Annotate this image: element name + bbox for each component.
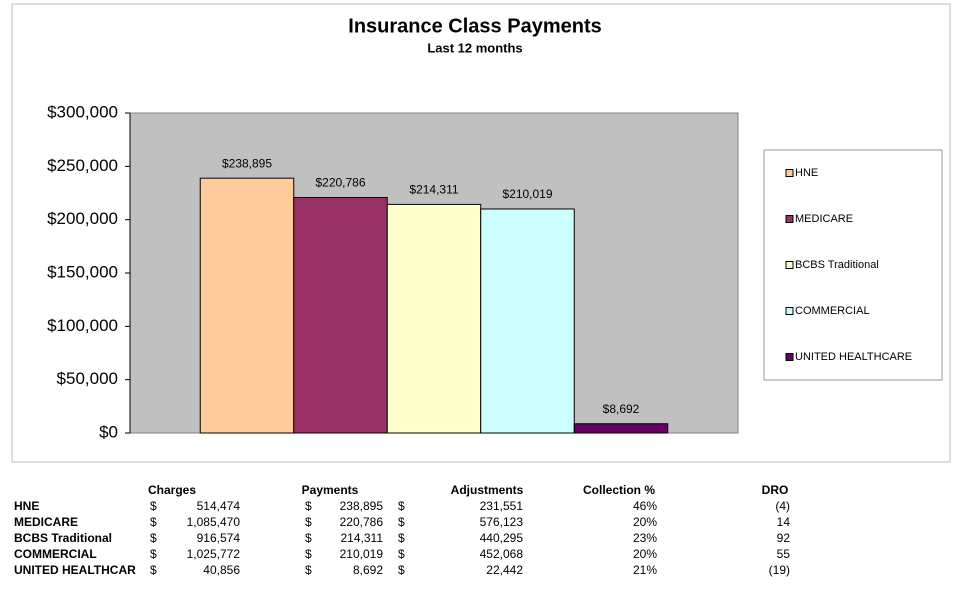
table-cell: 210,019 — [340, 547, 384, 561]
legend-swatch — [785, 307, 794, 315]
table-cell: $ — [398, 531, 405, 545]
table-cell: $ — [305, 499, 312, 513]
value-label: $214,311 — [409, 183, 458, 197]
y-tick-label: $300,000 — [47, 102, 118, 121]
table-cell: $ — [398, 547, 405, 561]
table-cell: (19) — [769, 563, 790, 577]
table-cell: 20% — [633, 547, 657, 561]
table-cell: $ — [398, 515, 405, 529]
legend-box — [763, 149, 943, 381]
y-tick-label: $250,000 — [47, 156, 118, 175]
table-cell: $ — [398, 499, 405, 513]
y-tick-label: $150,000 — [47, 262, 118, 281]
row-label: HNE — [14, 499, 39, 513]
legend-label: MEDICARE — [795, 213, 853, 225]
table-cell: $ — [305, 515, 312, 529]
table-cell: 214,311 — [341, 531, 384, 545]
table-cell: $ — [150, 563, 157, 577]
bar — [199, 177, 295, 434]
table-cell: 40,856 — [203, 563, 240, 577]
table-cell: (4) — [775, 499, 790, 513]
y-tick-label: $200,000 — [47, 209, 118, 228]
table-cell: $ — [150, 499, 157, 513]
table-cell: $ — [305, 531, 312, 545]
legend-label: HNE — [795, 167, 818, 179]
table-cell: $ — [150, 547, 157, 561]
table-cell: 20% — [633, 515, 657, 529]
row-label: BCBS Traditional — [14, 531, 112, 545]
table-header: Charges — [148, 483, 196, 497]
legend-swatch — [785, 353, 794, 361]
table-cell: $ — [150, 515, 157, 529]
y-tick-label: $0 — [99, 422, 118, 441]
row-label: COMMERCIAL — [14, 547, 97, 561]
value-label: $8,692 — [603, 402, 640, 416]
table-cell: $ — [398, 563, 405, 577]
table-cell: $ — [305, 547, 312, 561]
bar — [293, 196, 388, 434]
table-cell: 8,692 — [353, 563, 383, 577]
row-label: UNITED HEALTHCAR — [14, 563, 136, 577]
table-header: DRO — [762, 483, 789, 497]
y-tick-label: $50,000 — [57, 369, 118, 388]
bar — [480, 208, 575, 434]
value-label: $210,019 — [502, 187, 552, 201]
table-cell: 238,895 — [340, 499, 384, 513]
row-label: MEDICARE — [14, 515, 78, 529]
table-cell: 514,474 — [197, 499, 241, 513]
legend-swatch — [785, 215, 794, 223]
table-cell: $ — [305, 563, 312, 577]
table-cell: $ — [150, 531, 157, 545]
table-header: Payments — [302, 483, 359, 497]
table-cell: 452,068 — [480, 547, 524, 561]
table-cell: 1,085,470 — [187, 515, 241, 529]
table-cell: 14 — [777, 515, 791, 529]
y-tick-label: $100,000 — [47, 316, 118, 335]
table-cell: 23% — [633, 531, 657, 545]
table-cell: 92 — [777, 531, 791, 545]
table-cell: 220,786 — [340, 515, 384, 529]
legend-swatch — [785, 261, 794, 269]
chart-title: Insurance Class Payments — [348, 15, 601, 37]
legend-label: BCBS Traditional — [795, 259, 879, 271]
table-cell: 231,551 — [480, 499, 524, 513]
table-header: Adjustments — [451, 483, 524, 497]
legend-label: COMMERCIAL — [795, 305, 870, 317]
bar — [386, 203, 482, 434]
table-cell: 21% — [633, 563, 657, 577]
legend-swatch — [785, 169, 794, 177]
table-cell: 440,295 — [480, 531, 524, 545]
table-cell: 46% — [633, 499, 657, 513]
table-cell: 55 — [777, 547, 791, 561]
table-header: Collection % — [583, 483, 655, 497]
table-cell: 576,123 — [480, 515, 524, 529]
table-cell: 22,442 — [486, 563, 523, 577]
value-label: $220,786 — [315, 176, 365, 190]
value-label: $238,895 — [222, 156, 272, 170]
bar — [573, 423, 669, 434]
table-cell: 1,025,772 — [187, 547, 241, 561]
legend-label: UNITED HEALTHCARE — [795, 351, 912, 363]
chart-subtitle: Last 12 months — [427, 40, 522, 55]
table-cell: 916,574 — [197, 531, 241, 545]
